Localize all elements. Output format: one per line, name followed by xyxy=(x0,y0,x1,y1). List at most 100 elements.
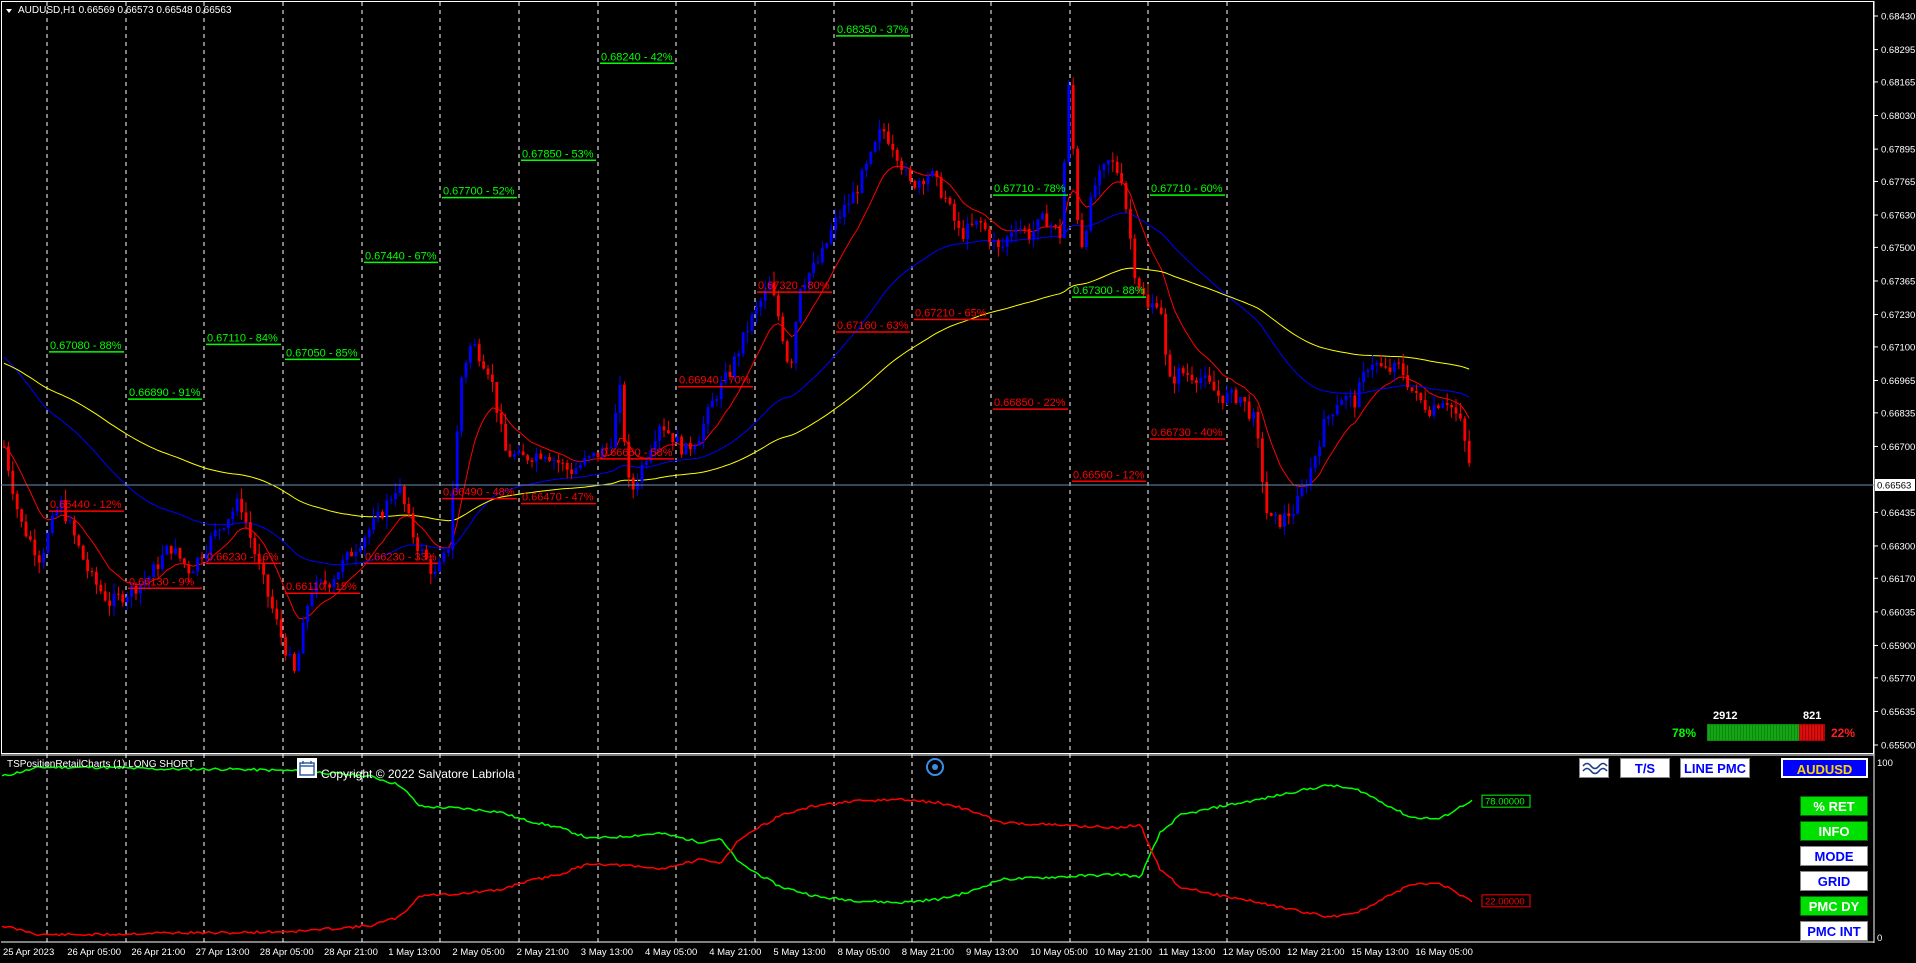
candle-body xyxy=(469,345,472,363)
candle-body xyxy=(552,459,556,461)
candle-body xyxy=(570,469,573,474)
candle-body xyxy=(1067,84,1071,163)
grid-button[interactable]: GRID xyxy=(1800,871,1868,891)
time-label: 4 May 21:00 xyxy=(709,947,761,958)
candle-body xyxy=(1014,229,1018,233)
candle-body xyxy=(403,486,406,505)
candle-body xyxy=(609,447,613,449)
candle-body xyxy=(1124,183,1128,210)
candle-body xyxy=(1041,213,1044,220)
candle-body xyxy=(1278,514,1282,527)
candle-body xyxy=(257,553,261,564)
candle-body xyxy=(411,513,415,538)
candle-body xyxy=(121,594,125,603)
price-label: 0.67765 xyxy=(1881,177,1915,188)
candle-body xyxy=(1349,395,1352,397)
candle-body xyxy=(433,571,437,574)
candle-body xyxy=(1309,467,1313,486)
candle-body xyxy=(781,316,785,342)
moving-averages xyxy=(3,165,1470,620)
candle-body xyxy=(675,436,679,443)
meter-short-pct: 22% xyxy=(1831,726,1855,740)
time-label: 8 May 05:00 xyxy=(838,947,890,958)
level-label: 0.67210 - 65% xyxy=(915,308,987,320)
pmc-dy-button[interactable]: PMC DY xyxy=(1800,896,1868,916)
candle-body xyxy=(851,192,855,204)
candle-body xyxy=(504,423,507,451)
info-button[interactable]: INFO xyxy=(1800,821,1868,841)
dropdown-triangle-icon[interactable] xyxy=(6,9,12,13)
sentiment-subchart: 78.00000 22.00000 xyxy=(1,765,1531,937)
candle-body xyxy=(451,491,455,550)
candle-body xyxy=(1384,366,1387,368)
candle-body xyxy=(565,463,569,470)
candle-body xyxy=(301,622,305,654)
candle-body xyxy=(1181,368,1185,374)
candle-body xyxy=(1217,390,1220,396)
wave-icon[interactable] xyxy=(1579,758,1609,778)
time-label: 4 May 05:00 xyxy=(645,947,697,958)
candle-body xyxy=(279,619,283,638)
candle-body xyxy=(1357,382,1361,408)
candle-body xyxy=(187,564,191,574)
candle-body xyxy=(992,240,996,243)
candle-body xyxy=(1454,407,1458,414)
candle-body xyxy=(1080,219,1084,248)
candle-body xyxy=(455,431,459,492)
candle-body xyxy=(319,580,323,582)
candle-body xyxy=(486,368,490,375)
candle-body xyxy=(81,545,85,560)
candle-body xyxy=(895,149,899,161)
candle-body xyxy=(1287,513,1291,517)
current-price-tag xyxy=(1875,479,1915,491)
candle-body xyxy=(807,273,811,285)
price-label: 0.67630 xyxy=(1881,211,1915,222)
level-label: 0.66940 - 70% xyxy=(679,375,751,387)
price-label: 0.67500 xyxy=(1881,243,1915,254)
candle-body xyxy=(266,574,270,597)
indicator-name: TSPositionRetailCharts (1) LONG SHORT xyxy=(7,759,194,770)
candle-body xyxy=(618,384,622,413)
candle-body xyxy=(750,314,754,331)
target-icon[interactable] xyxy=(926,758,944,776)
level-label: 0.66110 - 15% xyxy=(286,581,357,593)
ts-button[interactable]: T/S xyxy=(1620,758,1670,778)
candle-body xyxy=(24,521,28,537)
candle-body xyxy=(1001,246,1005,248)
candle-body xyxy=(539,453,543,459)
candle-body xyxy=(95,571,98,585)
price-label: 0.67230 xyxy=(1881,310,1915,321)
time-label: 28 Apr 21:00 xyxy=(324,947,378,958)
candle-body xyxy=(957,220,961,229)
candle-body xyxy=(1005,237,1009,247)
symbol-button[interactable]: AUDUSD xyxy=(1781,758,1868,778)
long-value-text: 78.00000 xyxy=(1485,797,1525,808)
candle-body xyxy=(706,407,710,425)
calendar-icon[interactable] xyxy=(297,758,317,778)
candle-body xyxy=(372,518,375,530)
candle-body xyxy=(1459,413,1462,419)
candle-body xyxy=(1137,278,1141,289)
position-meter: 2912 821 78% 22% xyxy=(1672,710,1855,741)
level-label: 0.66470 - 47% xyxy=(522,492,594,504)
moving-average-line xyxy=(3,267,1470,522)
ret-button[interactable]: % RET xyxy=(1800,796,1868,816)
candle-body xyxy=(209,536,213,554)
candle-body xyxy=(477,344,481,362)
copyright-text: Copyright © 2022 Salvatore Labriola xyxy=(321,767,515,781)
price-label: 0.66700 xyxy=(1881,442,1915,453)
candle-body xyxy=(438,561,441,572)
time-label: 25 Apr 2023 xyxy=(3,947,54,958)
candle-body xyxy=(601,447,604,458)
mode-button[interactable]: MODE xyxy=(1800,846,1868,866)
candle-body xyxy=(631,477,635,490)
candle-body xyxy=(1428,409,1431,416)
candle-body xyxy=(359,547,362,552)
time-label: 8 May 21:00 xyxy=(902,947,954,958)
line-pmc-button[interactable]: LINE PMC xyxy=(1680,758,1750,778)
candle-body xyxy=(719,382,723,400)
price-label: 0.66835 xyxy=(1881,408,1915,419)
pmc-int-button[interactable]: PMC INT xyxy=(1800,921,1868,941)
level-label: 0.67300 - 88% xyxy=(1073,285,1145,297)
